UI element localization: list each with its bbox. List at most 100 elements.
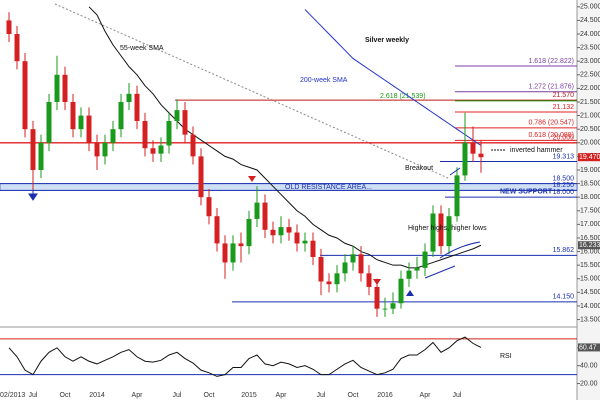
candle-body	[62, 74, 68, 102]
level-label: 1.618 (22.822)	[528, 58, 574, 65]
y-tick-label: 16.500	[580, 235, 600, 242]
y-tick-label: 17.000	[580, 221, 600, 228]
y-tick-label: 40.00	[580, 363, 598, 370]
y-tick-label: 19.000	[580, 167, 600, 174]
candle-body	[374, 286, 380, 309]
x-tick-label: Jul	[453, 392, 462, 399]
x-tick-label: 2016	[377, 392, 393, 399]
y-tick-label: 16.000	[580, 248, 600, 255]
candle-body	[422, 251, 428, 268]
y-tick-label: 24.500	[580, 17, 600, 24]
y-tick-label: 20.500	[580, 126, 600, 133]
y-tick-label: 18.000	[580, 194, 600, 201]
candle-body	[22, 61, 28, 130]
price-tag-label: 19.470	[579, 154, 600, 161]
level-label: 18.500	[553, 175, 575, 182]
candle-body	[142, 121, 148, 149]
candle-body	[430, 213, 436, 252]
candle-body	[70, 101, 76, 130]
candle-body	[462, 142, 468, 176]
candle-body	[358, 254, 364, 274]
candle-body	[118, 101, 124, 130]
candle-body	[158, 145, 164, 154]
rsi-tag-label: 60.47	[579, 344, 597, 351]
candle-body	[206, 197, 212, 217]
candle-body	[110, 129, 116, 143]
arrow	[28, 190, 38, 201]
level-label: 21.570	[553, 92, 575, 99]
candle-body	[166, 121, 172, 146]
x-tick-label: Apr	[420, 392, 432, 399]
candle-body	[390, 303, 396, 309]
candle-body	[438, 213, 444, 247]
candle-body	[366, 273, 372, 287]
candle-body	[310, 240, 316, 258]
candle-body	[94, 142, 100, 157]
candle-body	[262, 202, 268, 230]
sma-tag-label: 16.233	[579, 242, 600, 249]
rsi-tag	[578, 343, 600, 352]
candle-body	[182, 110, 188, 135]
x-tick-label: Oct	[60, 392, 71, 399]
x-tick-label: Oct	[348, 392, 359, 399]
y-tick-label: 22.500	[580, 72, 600, 79]
annotation: Breakout	[405, 165, 433, 172]
candle-body	[326, 281, 332, 285]
sma-tag	[578, 241, 600, 250]
level-label: 1.272 (21.876)	[528, 84, 574, 91]
y-tick-label: 22.000	[580, 85, 600, 92]
x-tick-label: Jul	[29, 392, 38, 399]
candle-body	[478, 153, 484, 158]
level-label: 18.250	[553, 182, 575, 189]
candle-body	[406, 270, 412, 279]
sma-line	[88, 6, 482, 269]
y-tick-label: 17.500	[580, 208, 600, 215]
candle-body	[198, 156, 204, 198]
y-tick-label: 20.000	[580, 140, 600, 147]
candle-body	[334, 273, 340, 285]
candle-body	[446, 216, 452, 247]
candle-body	[414, 267, 420, 271]
candle-body	[222, 243, 228, 263]
candle-body	[6, 20, 12, 34]
y-tick-label: 13.500	[580, 316, 600, 323]
candle-body	[398, 278, 404, 304]
rsi-label: RSI	[500, 353, 512, 360]
candle-body	[54, 74, 60, 102]
x-tick-label: Jul	[317, 392, 326, 399]
candle-body	[174, 110, 180, 122]
y-tick-label: 14.500	[580, 289, 600, 296]
candle-body	[454, 175, 460, 217]
chart-title: Silver weekly	[365, 37, 409, 44]
sma-line	[304, 9, 482, 146]
candle-body	[14, 33, 20, 62]
arrow	[449, 167, 461, 176]
level-label: 21.132	[553, 104, 575, 111]
candle-body	[278, 227, 284, 236]
candle-body	[294, 232, 300, 244]
candle-body	[302, 240, 308, 244]
candle-body	[150, 148, 156, 154]
y-tick-label: 23.000	[580, 58, 600, 65]
candle-body	[78, 115, 84, 130]
candle-body	[190, 134, 196, 157]
y-tick-label: 21.000	[580, 112, 600, 119]
candle-body	[470, 142, 476, 154]
y-tick-label: 20.00	[580, 380, 598, 387]
level-label: 2.618 (21.539)	[380, 93, 426, 100]
candle-body	[102, 142, 108, 157]
candle-body	[38, 142, 44, 170]
y-tick-label: 23.500	[580, 44, 600, 51]
candle-body	[134, 93, 140, 122]
axis-panel	[577, 0, 600, 400]
y-tick-label: 24.000	[580, 31, 600, 38]
arrow	[248, 176, 256, 182]
annotation: inverted hammer	[510, 147, 563, 154]
x-tick-label: Oct	[204, 392, 215, 399]
y-tick-label: 15.000	[580, 276, 600, 283]
y-tick-label: 21.500	[580, 99, 600, 106]
y-tick-label: 18.500	[580, 180, 600, 187]
candle-body	[30, 129, 36, 170]
